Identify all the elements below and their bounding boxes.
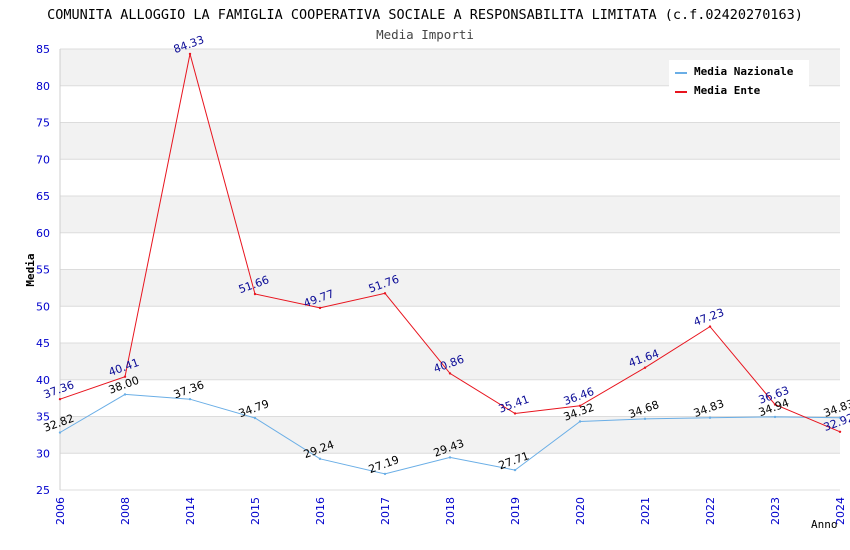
data-point <box>383 472 387 476</box>
band-25 <box>60 453 840 490</box>
legend-box <box>669 60 809 102</box>
band-50 <box>60 269 840 307</box>
y-tick-label: 70 <box>36 153 50 166</box>
y-tick-label: 50 <box>36 300 50 313</box>
y-tick-label: 40 <box>36 374 50 387</box>
data-point <box>643 417 647 421</box>
y-tick-label: 35 <box>36 411 50 424</box>
data-point <box>578 420 582 423</box>
data-point <box>188 397 192 401</box>
data-point <box>578 404 582 407</box>
band-30 <box>60 416 840 454</box>
data-point <box>123 393 127 396</box>
data-point <box>838 430 842 433</box>
x-tick-label: 2017 <box>379 497 392 525</box>
band-65 <box>60 159 840 196</box>
x-tick-label: 2016 <box>314 497 327 525</box>
x-tick-label: 2021 <box>639 497 652 525</box>
band-55 <box>60 232 840 270</box>
data-point <box>188 52 192 56</box>
data-point <box>123 375 127 378</box>
y-tick-label: 80 <box>36 80 50 93</box>
chart-subtitle: Media Importi <box>376 27 474 42</box>
y-tick-label: 60 <box>36 227 50 240</box>
data-point <box>513 412 517 415</box>
y-tick-label: 30 <box>36 447 50 460</box>
data-point <box>838 416 842 419</box>
x-axis-ticks: 2006 2008 2014 2015 2016 2017 2018 2019 2020 2021… <box>54 497 847 525</box>
x-tick-label: 2023 <box>769 497 782 525</box>
y-tick-label: 85 <box>36 43 50 56</box>
data-point <box>513 468 517 472</box>
legend-label-media-nazionale: Media Nazionale <box>694 65 794 78</box>
x-tick-label: 2020 <box>574 497 587 525</box>
data-point <box>58 397 62 401</box>
data-point <box>253 416 257 420</box>
chart-title: COMUNITA ALLOGGIO LA FAMIGLIA COOPERATIV… <box>47 7 803 23</box>
y-tick-label: 55 <box>36 264 50 277</box>
legend: Media Nazionale Media Ente <box>669 60 809 102</box>
data-point <box>58 431 62 434</box>
data-point <box>448 372 452 375</box>
data-point <box>773 403 777 406</box>
data-point <box>448 456 452 459</box>
series-layer <box>58 52 842 476</box>
y-tick-label: 25 <box>36 484 50 497</box>
x-tick-label: 2008 <box>119 497 132 525</box>
data-point <box>643 366 647 369</box>
legend-label-media-ente: Media Ente <box>694 84 761 97</box>
background-bands <box>60 49 840 490</box>
data-point <box>773 415 777 419</box>
grid-lines <box>60 48 840 491</box>
band-45 <box>60 306 840 343</box>
y-tick-label: 65 <box>36 190 50 203</box>
data-point <box>708 325 712 328</box>
x-tick-label: 2022 <box>704 497 717 525</box>
x-tick-label: 2014 <box>184 497 197 525</box>
data-point <box>318 306 322 310</box>
data-point <box>383 292 387 295</box>
x-axis-label: Anno <box>811 518 838 531</box>
data-point <box>318 457 322 461</box>
y-tick-label: 75 <box>36 117 50 130</box>
x-tick-label: 2018 <box>444 497 457 525</box>
x-tick-label: 2006 <box>54 497 67 525</box>
y-axis-label: Media <box>24 253 37 286</box>
x-tick-label: 2015 <box>249 497 262 525</box>
band-60 <box>60 196 840 233</box>
y-axis-ticks: 25 30 35 40 45 50 55 60 65 70 75 80 85 <box>36 43 50 497</box>
band-70 <box>60 122 840 160</box>
x-tick-label: 2019 <box>509 497 522 525</box>
x-tick-label: 2024 <box>834 497 847 525</box>
data-point <box>253 292 257 296</box>
data-point <box>708 416 712 419</box>
y-tick-label: 45 <box>36 337 50 350</box>
